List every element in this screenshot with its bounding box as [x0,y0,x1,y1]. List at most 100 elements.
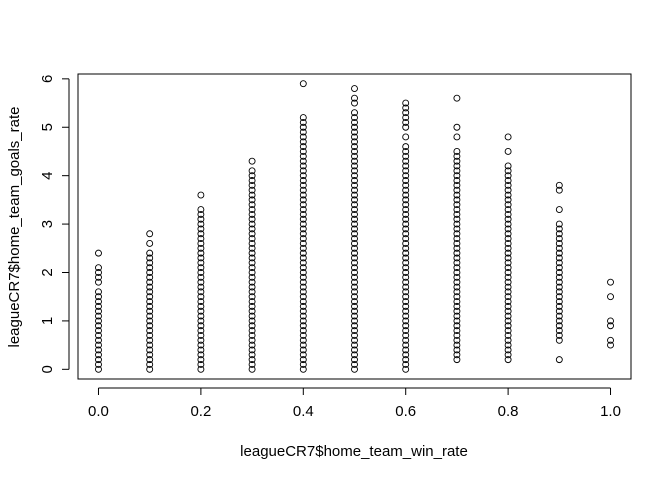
data-point [197,317,205,325]
data-point [402,327,410,335]
data-point [504,298,512,305]
data-point [299,312,307,320]
data-point [146,302,154,310]
y-tick-label: 1 [39,317,56,325]
data-point [504,215,512,223]
data-point [504,220,512,228]
data-point [351,235,358,243]
data-point [197,312,205,320]
data-point [299,259,307,267]
data-point [299,341,307,349]
data-point [402,278,410,286]
data-point [146,298,154,305]
data-point [351,167,358,175]
data-point [146,293,154,301]
data-point [402,293,410,301]
data-point [95,361,102,368]
data-point [402,322,410,330]
data-point [607,341,614,349]
data-point [402,336,410,344]
data-point [351,269,358,276]
data-point [453,312,461,320]
data-point [95,317,102,325]
data-point [299,80,307,88]
data-point [351,210,358,218]
data-point [453,351,461,359]
data-point [299,244,307,252]
data-point [351,312,358,320]
data-point [607,278,614,286]
data-point [504,235,512,243]
data-point [248,273,256,281]
data-point [95,346,102,354]
data-point [299,191,307,199]
data-point [146,283,154,291]
data-point [504,356,512,364]
data-point [504,196,512,204]
data-point [402,361,410,368]
data-point [95,365,102,373]
data-point [299,322,307,330]
data-point [299,215,307,223]
data-point [402,239,410,247]
data-point [504,322,512,330]
data-point [351,365,358,373]
data-point [453,346,461,354]
data-point [453,191,461,199]
data-point [248,327,256,335]
data-point [453,288,461,296]
data-point [504,191,512,199]
x-tick-label: 0.4 [293,403,314,420]
data-point [95,322,102,330]
data-point [351,327,358,335]
data-point [95,278,102,286]
data-point [351,298,358,305]
data-point [453,307,461,315]
data-point [351,114,358,122]
data-point [146,269,154,276]
data-point [453,283,461,291]
data-point [555,298,563,305]
data-point [555,273,563,281]
data-point [248,351,256,359]
data-point [402,317,410,325]
data-point [504,148,512,155]
data-point [504,312,512,320]
data-point [248,336,256,344]
data-point [504,167,512,175]
data-point [504,254,512,262]
data-point [248,341,256,349]
data-point [248,249,256,257]
data-point [453,157,461,165]
data-point [402,167,410,175]
data-point [197,351,205,359]
data-point [351,162,358,170]
data-point [453,278,461,286]
data-point [453,244,461,252]
data-point [555,317,563,325]
x-tick-label: 0.6 [395,403,416,420]
data-point [504,269,512,276]
data-point [299,356,307,364]
data-point [351,346,358,354]
data-point [146,264,154,272]
data-point [248,331,256,339]
data-point [453,249,461,257]
data-point [299,123,307,131]
data-point [299,298,307,305]
data-point [248,288,256,296]
data-point [453,356,461,364]
data-point [351,196,358,204]
data-point [197,225,205,233]
data-point [555,269,563,276]
data-point [504,259,512,267]
data-point [504,172,512,180]
data-point [197,264,205,272]
data-point [146,361,154,368]
data-point [351,288,358,296]
data-point [504,206,512,214]
data-point [504,264,512,272]
y-tick-label: 4 [39,171,56,179]
data-point [197,206,205,214]
data-point [607,336,614,344]
